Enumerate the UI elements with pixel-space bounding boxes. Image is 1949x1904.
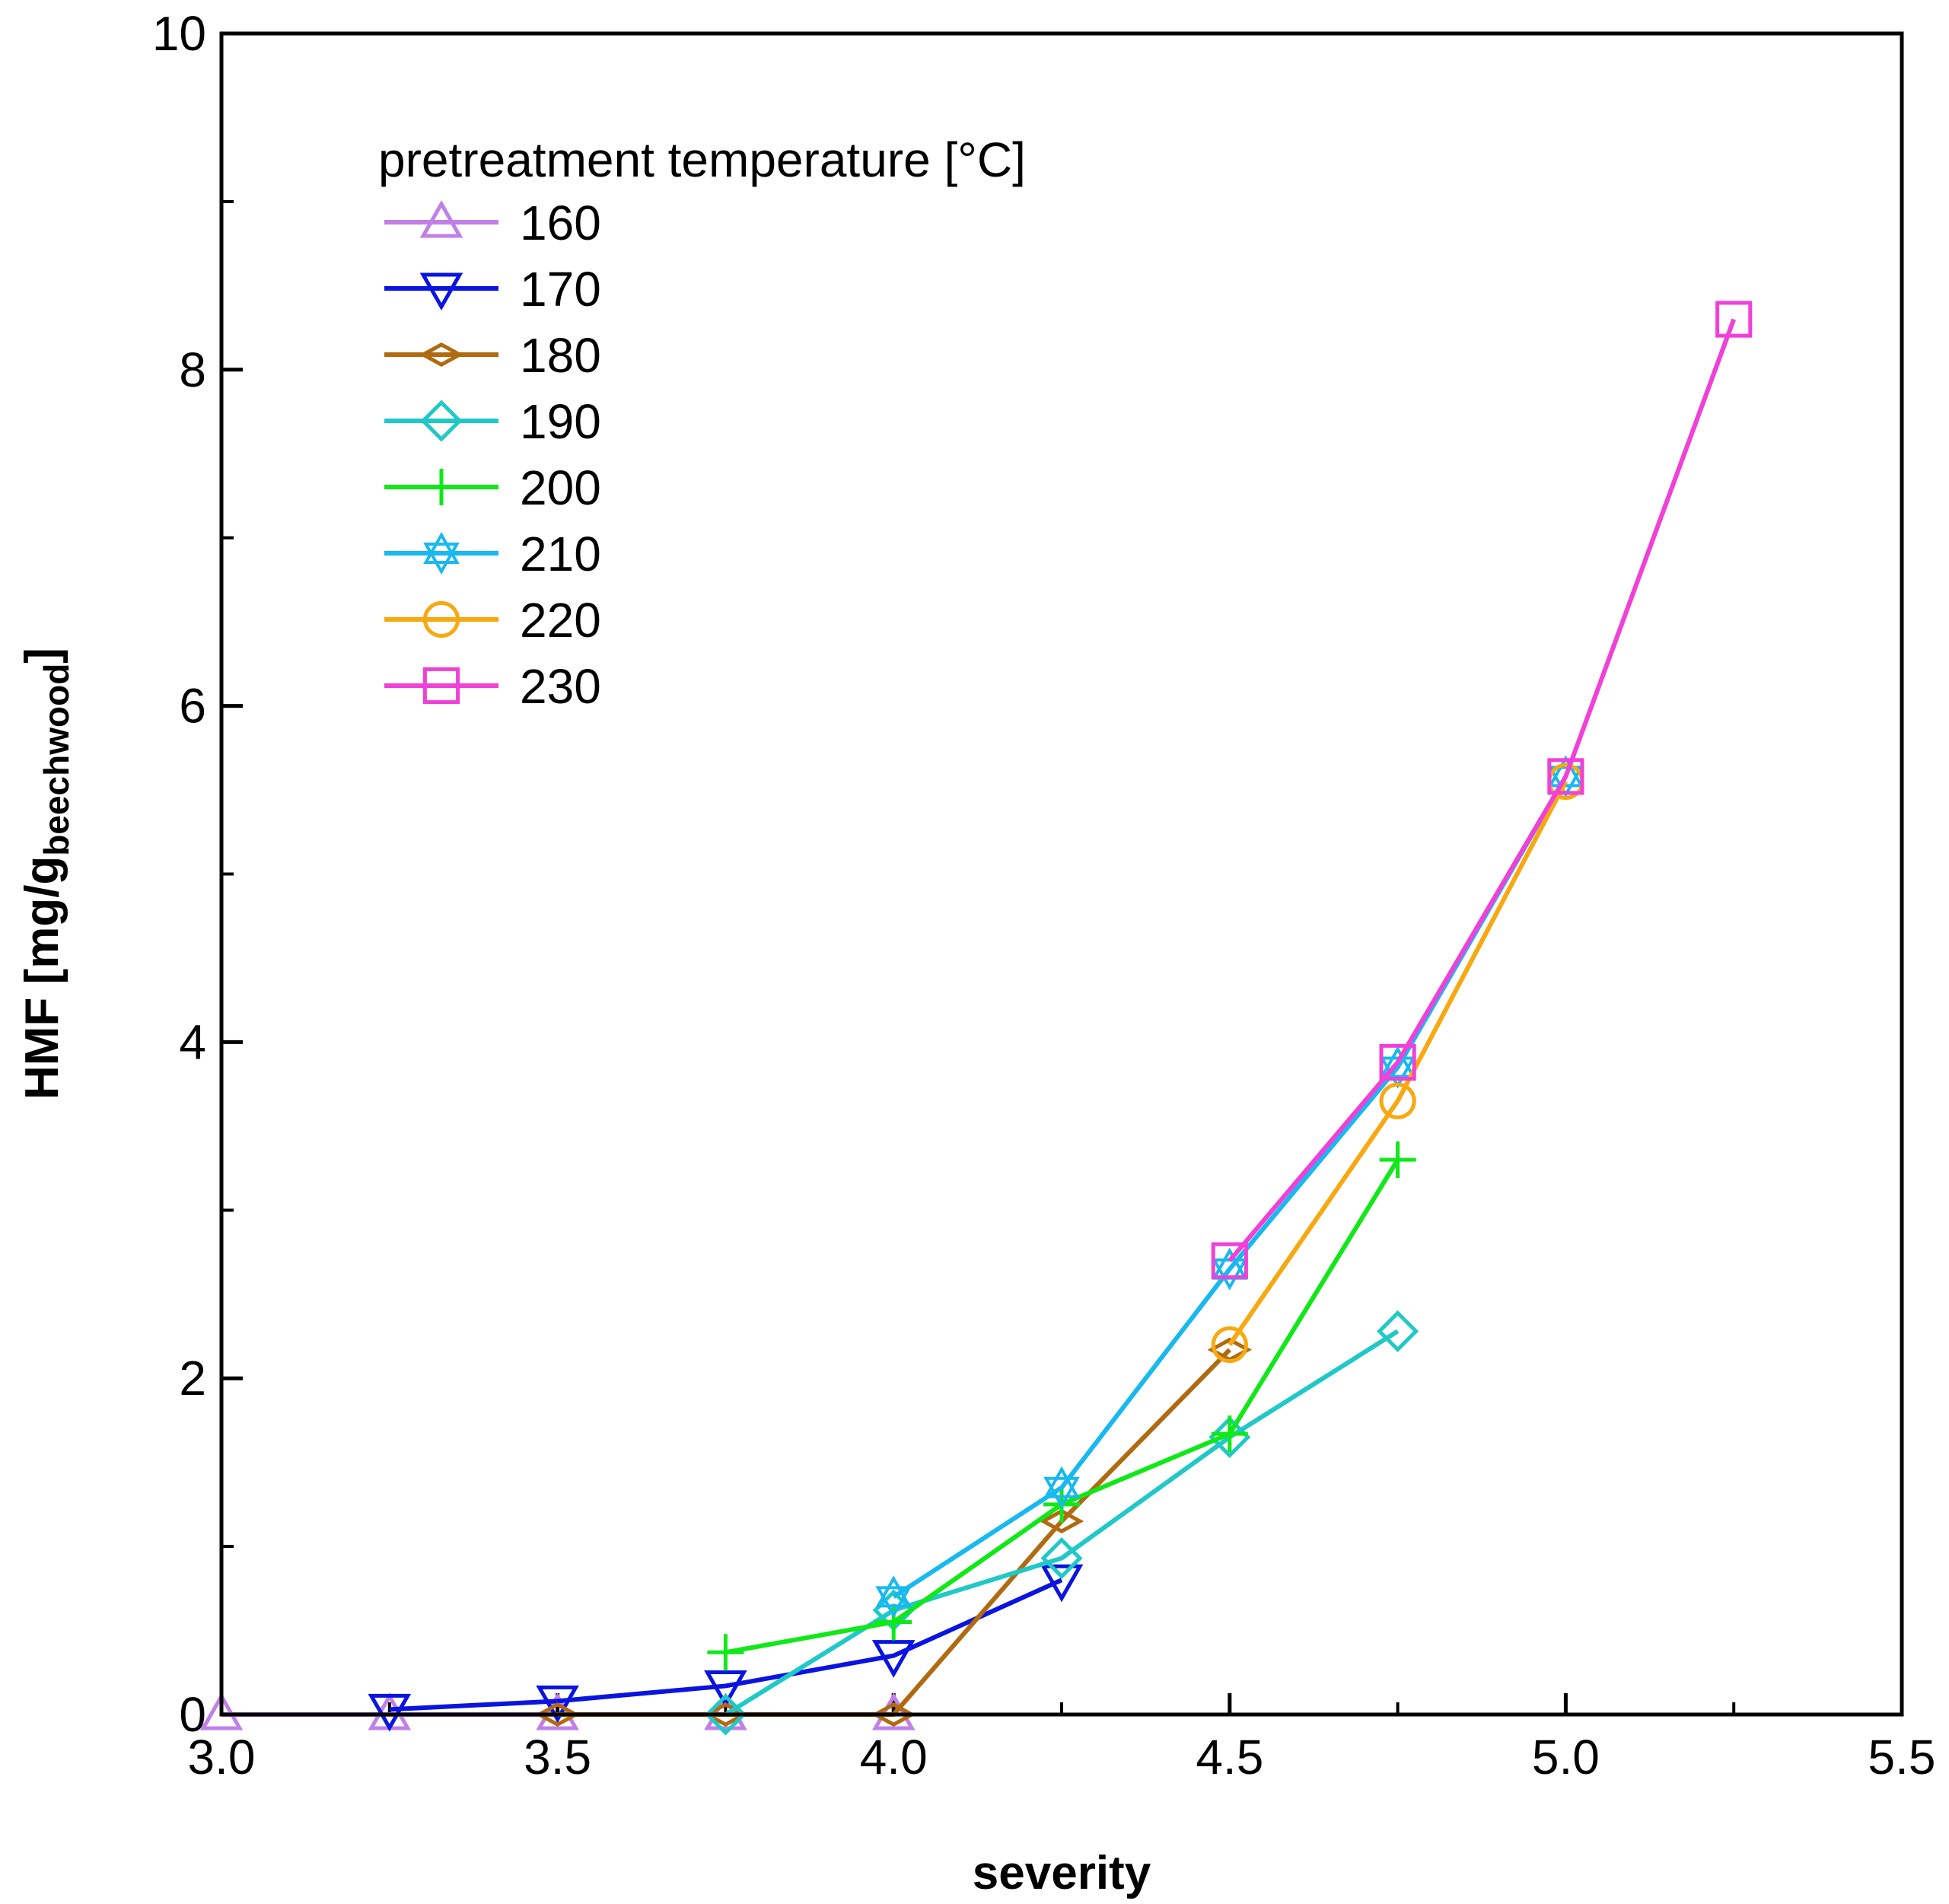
star-part — [875, 1586, 912, 1619]
data-point-190 — [1040, 1537, 1083, 1580]
data-point-220 — [1211, 1326, 1248, 1364]
legend-label: 180 — [520, 328, 601, 383]
data-point-200 — [707, 1634, 744, 1671]
x-tick-label: 5.5 — [1868, 1730, 1936, 1785]
x-tick-label: 4.5 — [1196, 1730, 1263, 1785]
series-line-230 — [1228, 318, 1737, 1262]
star-part — [423, 543, 460, 575]
data-point-180 — [1207, 1337, 1252, 1362]
legend-entry-210: 210 — [384, 527, 601, 581]
data-point-190 — [1209, 1415, 1251, 1459]
y-axis-title-end: ] — [16, 648, 68, 664]
legend-label: 160 — [520, 196, 601, 250]
data-point-230 — [1379, 1043, 1416, 1081]
data-point-220 — [1379, 1082, 1416, 1119]
star-part — [1043, 1476, 1080, 1509]
data-point-190 — [1377, 1310, 1419, 1352]
y-axis-title: HMF [mg/gbeechwood] — [16, 648, 76, 1100]
data-point-180 — [1039, 1508, 1084, 1534]
y-axis-title-subscript: beechwood — [37, 664, 76, 856]
data-point-170 — [1040, 1564, 1084, 1603]
x-tick-label: 5.0 — [1532, 1730, 1600, 1785]
y-tick-labels: 0 2 4 6 8 10 — [152, 6, 206, 1742]
data-point-200 — [875, 1603, 912, 1641]
legend-entry-170: 170 — [384, 262, 601, 317]
legend-label: 220 — [520, 593, 601, 648]
data-point-170 — [704, 1670, 747, 1708]
series-layer — [199, 301, 1753, 1736]
series-line-170 — [389, 1578, 1063, 1712]
legend-marker-190 — [420, 400, 463, 442]
legend-marker-180 — [419, 342, 464, 368]
data-point-210 — [1043, 1466, 1080, 1509]
star-part — [1043, 1466, 1080, 1498]
data-point-160 — [199, 1692, 244, 1730]
x-tick-labels: 3.0 3.5 4.0 4.5 5.0 5.5 — [188, 1730, 1936, 1785]
legend-label: 170 — [520, 262, 601, 317]
y-axis-title-main: HMF [mg/g — [16, 856, 68, 1100]
series-200 — [707, 1141, 1416, 1671]
star-part — [423, 531, 460, 564]
legend-label: 190 — [520, 394, 601, 449]
legend-marker-210 — [423, 531, 460, 575]
series-line-180 — [557, 1348, 1231, 1717]
x-tick-label: 3.5 — [524, 1730, 591, 1785]
series-180 — [535, 1337, 1252, 1727]
legend-marker-220 — [422, 600, 460, 638]
legend-marker-170 — [419, 272, 463, 311]
data-point-210 — [875, 1575, 912, 1619]
series-230 — [1211, 301, 1753, 1279]
series-190 — [704, 1310, 1419, 1736]
legend-entry-190: 190 — [384, 394, 601, 449]
series-line-220 — [1228, 780, 1568, 1346]
data-point-170 — [871, 1640, 916, 1678]
data-point-170 — [536, 1685, 579, 1724]
legend-entry-200: 200 — [384, 460, 601, 515]
legend-marker-230 — [422, 667, 460, 705]
series-line-210 — [892, 775, 1568, 1599]
legend-label: 230 — [520, 659, 601, 714]
data-point-230 — [1715, 301, 1753, 338]
axis-ticks — [219, 31, 1904, 1717]
y-tick-label: 4 — [179, 1014, 206, 1069]
legend-marker-200 — [423, 469, 460, 505]
legend: pretreatment temperature [°C] 1601701801… — [378, 132, 1026, 714]
legend-title: pretreatment temperature [°C] — [378, 132, 1026, 187]
y-tick-label: 6 — [179, 679, 206, 734]
y-tick-label: 8 — [179, 342, 206, 397]
legend-marker-160 — [419, 199, 463, 238]
legend-label: 200 — [520, 460, 601, 515]
star-part — [1379, 1046, 1416, 1078]
series-210 — [875, 755, 1584, 1619]
legend-entry-220: 220 — [384, 593, 601, 648]
data-point-200 — [1379, 1141, 1416, 1179]
series-170 — [368, 1564, 1084, 1732]
y-tick-label: 0 — [179, 1687, 206, 1742]
data-point-230 — [1211, 1242, 1248, 1279]
legend-entry-230: 230 — [384, 659, 601, 714]
star-part — [1547, 766, 1584, 798]
y-tick-label: 2 — [179, 1351, 206, 1406]
x-tick-label: 3.0 — [188, 1730, 256, 1785]
x-tick-label: 4.0 — [860, 1730, 928, 1785]
y-tick-label: 10 — [152, 6, 206, 61]
plot-frame — [219, 31, 1904, 1717]
data-point-170 — [368, 1693, 412, 1732]
x-axis-title: severity — [973, 1847, 1151, 1899]
legend-entry-180: 180 — [384, 328, 601, 383]
legend-label: 210 — [520, 527, 601, 581]
legend-entry-160: 160 — [384, 196, 601, 250]
series-line-190 — [724, 1329, 1400, 1717]
star-part — [875, 1575, 912, 1608]
data-point-200 — [1211, 1415, 1248, 1453]
data-point-230 — [1547, 758, 1584, 795]
legend-entries: 160 170 180 190 200 210 220 230 — [384, 196, 601, 714]
